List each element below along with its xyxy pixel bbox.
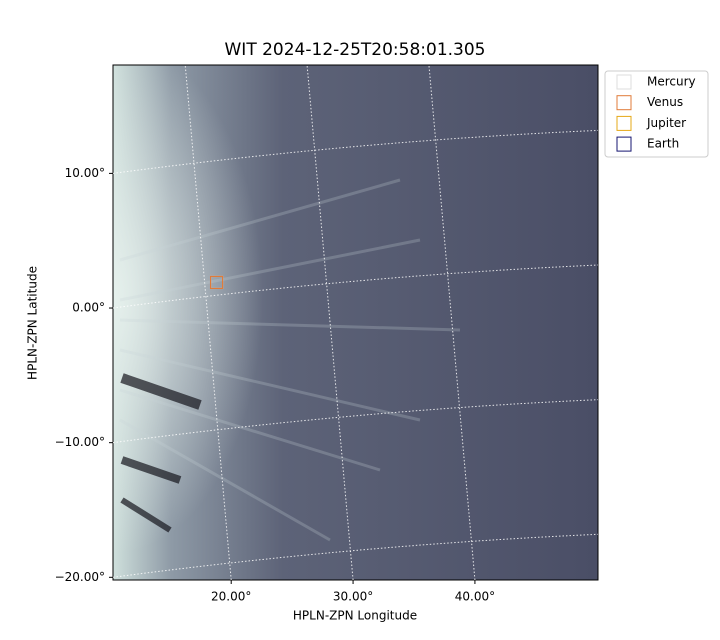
legend-swatch bbox=[616, 136, 632, 152]
axes-frame bbox=[112, 64, 599, 581]
legend-label: Earth bbox=[647, 137, 679, 151]
legend-label: Venus bbox=[647, 95, 683, 109]
x-tick-label: 20.00° bbox=[211, 590, 251, 604]
grid-line bbox=[306, 64, 354, 581]
grid bbox=[112, 64, 599, 581]
chart-title: WIT 2024-12-25T20:58:01.305 bbox=[225, 40, 486, 60]
y-tick-label: −10.00° bbox=[55, 435, 105, 449]
legend-swatch bbox=[616, 95, 632, 111]
y-tick-label: 0.00° bbox=[72, 301, 105, 315]
dark-streaks bbox=[120, 373, 202, 533]
streaks bbox=[119, 178, 461, 542]
grid-line bbox=[112, 264, 599, 309]
y-tick-label: −20.00° bbox=[55, 570, 105, 584]
body-marker bbox=[209, 275, 224, 290]
marks bbox=[209, 275, 224, 290]
x-tick-label: 30.00° bbox=[333, 590, 373, 604]
x-axis-label: HPLN-ZPN Longitude bbox=[293, 609, 417, 623]
image-glow bbox=[113, 65, 413, 580]
legend bbox=[604, 70, 709, 158]
grid-line bbox=[112, 533, 599, 578]
legend-swatch bbox=[616, 74, 632, 90]
legend-label: Mercury bbox=[647, 75, 696, 89]
x-tick-label: 40.00° bbox=[455, 590, 495, 604]
legend-swatch bbox=[616, 115, 632, 131]
grid-line bbox=[112, 399, 599, 444]
y-tick-label: 10.00° bbox=[65, 166, 105, 180]
grid-line bbox=[428, 64, 476, 581]
y-axis-label: HPLN-ZPN Latitude bbox=[26, 266, 40, 380]
legend-label: Jupiter bbox=[646, 116, 686, 130]
grid-line bbox=[184, 64, 232, 581]
grid-line bbox=[112, 129, 599, 174]
